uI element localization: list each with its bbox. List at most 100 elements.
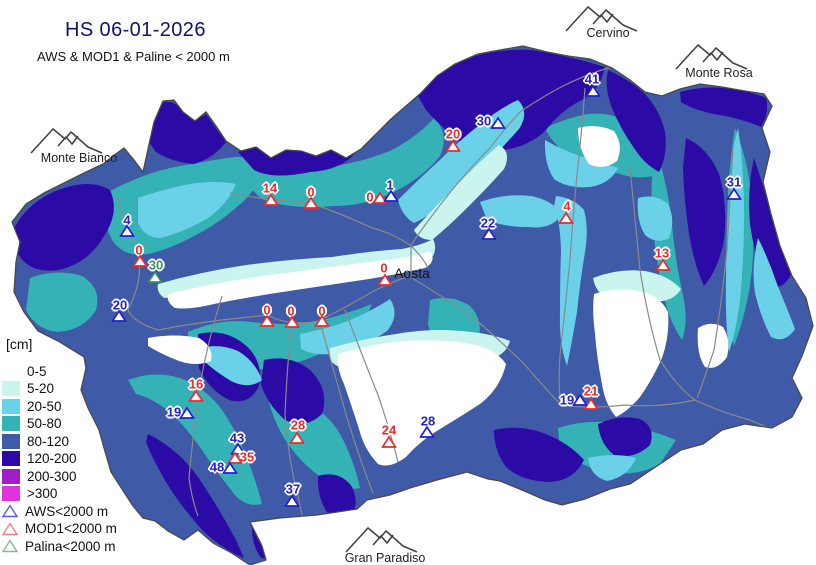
palina-triangle-icon [2,539,18,553]
station-value: 20 [445,126,461,142]
mountain-sketch-icon [675,44,748,70]
legend-class-label: 200-300 [27,468,77,484]
station-value: 0 [135,242,143,258]
station-value: 22 [480,215,496,231]
station-triangle-mod1[interactable] [132,254,148,268]
station-triangle-mod1[interactable] [303,196,319,210]
station-triangle-aws[interactable] [119,224,135,238]
legend-class-label: 50-80 [27,416,62,431]
station-triangle-mod1[interactable] [372,191,388,205]
station-value: 1 [386,177,394,193]
legend-class-label: 5-20 [27,381,55,396]
station-triangle-aws[interactable] [572,393,588,407]
legend-class-label: 20-50 [27,398,62,414]
station-triangle-mod1[interactable] [583,397,599,411]
station-triangle-aws[interactable] [419,425,435,439]
legend-class-row: 20-50 [2,397,62,415]
legend-class-label: >300 [27,486,58,501]
mountain-sketch-icon [565,6,638,32]
station-triangle-mod1[interactable] [188,389,204,403]
station-value: 13 [654,245,670,261]
station-value: 0 [263,302,271,318]
legend-marker-row-aws: AWS<2000 m [2,502,108,520]
city-label-aosta: Aosta [394,265,430,281]
mod1-triangle-icon [2,521,18,535]
legend-class-row: 200-300 [2,467,77,485]
station-triangle-aws[interactable] [222,461,238,475]
legend-marker-label: AWS<2000 m [25,503,109,519]
station-value: 30 [148,257,164,273]
station-triangle-aws[interactable] [490,116,506,130]
legend-marker-row-palina: Palina<2000 m [2,537,115,555]
station-triangle-mod1[interactable] [655,258,671,272]
station-triangle-mod1[interactable] [259,314,275,328]
legend-class-row: 80-120 [2,432,69,450]
station-value: 37 [285,481,301,497]
legend-class-label: 120-200 [27,451,77,466]
map-title: HS 06-01-2026 [65,19,206,41]
station-value: 28 [290,417,306,433]
station-value: 19 [166,404,182,420]
station-triangle-mod1[interactable] [445,139,461,153]
station-triangle-mod1[interactable] [377,273,393,287]
station-value: 0 [287,303,295,319]
peak-label: Monte Bianco [40,151,118,165]
legend-swatch [2,398,20,414]
snow-class-blobs [14,49,810,561]
station-triangle-aws[interactable] [230,442,246,456]
legend-swatch [2,451,20,466]
legend-marker-row-mod1: MOD1<2000 m [2,520,117,538]
region-border [11,45,814,565]
mountain-sketch-icon [30,128,103,154]
station-triangle-mod1[interactable] [314,314,330,328]
station-value: 14 [262,180,278,196]
station-triangle-aws[interactable] [179,406,195,420]
legend-swatch [2,381,20,396]
station-triangle-mod1[interactable] [284,315,300,329]
station-triangle-aws[interactable] [585,84,601,98]
river-lines [117,61,810,541]
legend-class-row: >300 [2,485,57,503]
station-value: 19 [559,392,575,408]
station-triangle-aws[interactable] [481,227,497,241]
station-value: 4 [123,212,131,228]
station-triangle-mod1[interactable] [289,431,305,445]
station-value: 43 [229,430,245,446]
legend-swatch [2,416,20,431]
station-value: 0 [380,260,388,276]
legend-swatch [2,468,20,484]
station-triangle-aws[interactable] [726,187,742,201]
station-value: 28 [420,413,436,429]
station-value: 35 [239,449,255,465]
station-triangle-aws[interactable] [383,189,399,203]
station-triangle-mod1[interactable] [558,211,574,225]
station-value: 0 [366,189,374,205]
station-triangle-mod1[interactable] [263,193,279,207]
aws-triangle-icon [2,504,18,518]
legend-class-label: 80-120 [27,433,70,449]
station-value: 41 [584,71,600,87]
station-value: 30 [476,113,492,129]
map-subtitle: AWS & MOD1 & Paline < 2000 m [37,49,230,64]
station-triangle-aws[interactable] [284,494,300,508]
station-value: 0 [307,184,315,200]
station-value: 48 [209,459,225,475]
station-value: 16 [188,376,204,392]
station-triangle-mod1[interactable] [227,451,243,465]
station-triangle-aws[interactable] [111,309,127,323]
station-triangle-palina[interactable] [147,270,163,284]
station-value: 20 [112,297,128,313]
peak-label: Monte Rosa [685,66,753,80]
station-value: 4 [563,198,571,214]
station-triangle-mod1[interactable] [381,435,397,449]
legend-class-row: 0-5 [2,362,47,380]
station-value: 21 [583,383,599,399]
legend-class-row: 5-20 [2,380,54,398]
station-value: 0 [318,303,326,319]
legend-swatch [2,486,20,501]
legend-marker-label: Palina<2000 m [25,538,116,554]
legend-marker-label: MOD1<2000 m [25,521,117,536]
legend-class-label: 0-5 [27,363,47,379]
